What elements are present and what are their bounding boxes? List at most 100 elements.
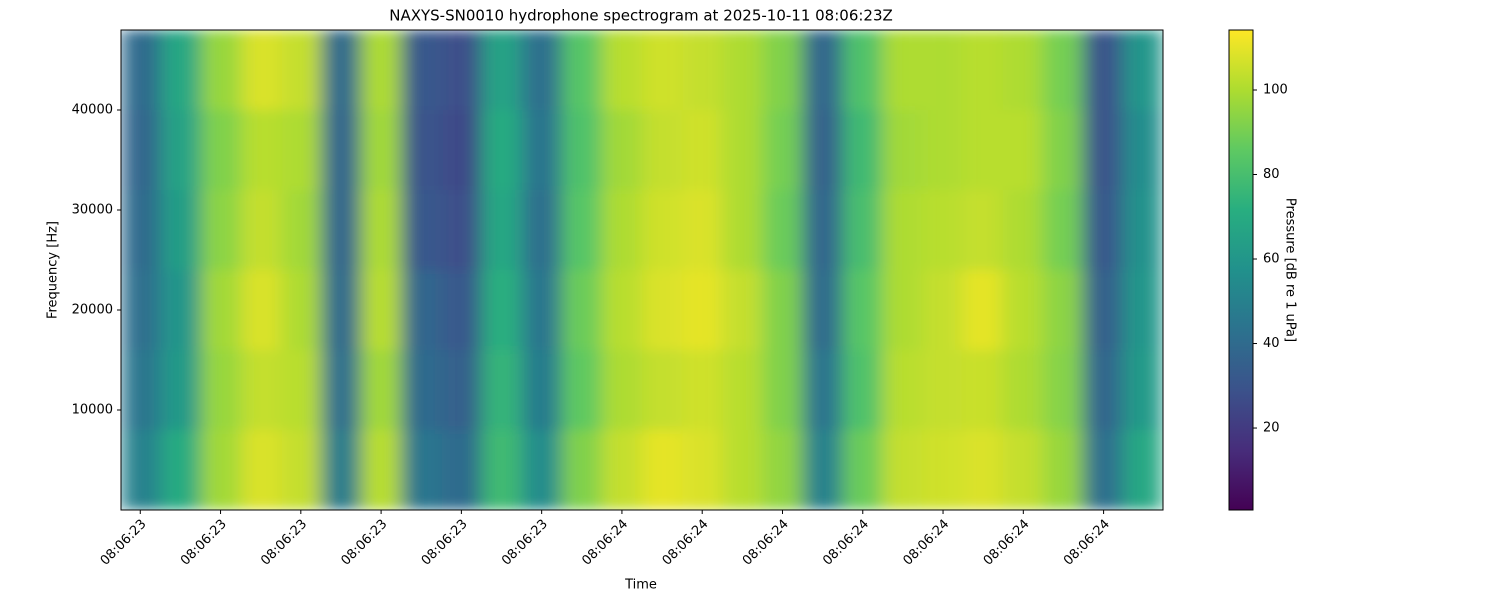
cell <box>201 430 242 510</box>
cell <box>882 30 923 110</box>
cell <box>401 30 442 110</box>
cell <box>281 270 322 350</box>
cell <box>201 270 242 350</box>
cell <box>121 30 162 110</box>
cell <box>441 350 482 430</box>
cell <box>161 270 202 350</box>
cell <box>241 190 282 270</box>
cell <box>121 190 162 270</box>
cell <box>441 190 482 270</box>
cell <box>762 430 803 510</box>
x-tick-label: 08:06:24 <box>900 517 952 569</box>
cell <box>1002 190 1043 270</box>
cell <box>361 430 402 510</box>
cell <box>842 110 883 190</box>
cell <box>802 350 843 430</box>
cell <box>481 190 522 270</box>
cell <box>401 350 442 430</box>
cell <box>161 350 202 430</box>
cell <box>682 430 723 510</box>
cell <box>762 270 803 350</box>
cell <box>802 190 843 270</box>
cell <box>682 270 723 350</box>
colorbar-tick-label: 40 <box>1263 336 1280 351</box>
cell <box>1042 430 1083 510</box>
cell <box>1002 350 1043 430</box>
cell <box>642 190 683 270</box>
cell <box>962 190 1003 270</box>
cell <box>762 110 803 190</box>
cell <box>281 350 322 430</box>
cell <box>922 110 963 190</box>
cell <box>361 190 402 270</box>
cell <box>922 30 963 110</box>
cell <box>642 350 683 430</box>
cell <box>521 270 562 350</box>
cell <box>1082 110 1123 190</box>
cell <box>1002 430 1043 510</box>
cell <box>601 430 642 510</box>
cell <box>842 350 883 430</box>
cell <box>281 110 322 190</box>
cell <box>722 190 763 270</box>
cell <box>321 190 362 270</box>
cell <box>722 30 763 110</box>
cell <box>802 30 843 110</box>
cell <box>802 110 843 190</box>
colorbar-tick-label: 100 <box>1263 83 1288 98</box>
cell <box>321 430 362 510</box>
cell <box>601 110 642 190</box>
heatmap-cells <box>121 30 1163 510</box>
cell <box>321 110 362 190</box>
cell <box>321 30 362 110</box>
cell <box>1082 270 1123 350</box>
cell <box>1122 350 1163 430</box>
cell <box>1082 430 1123 510</box>
x-tick-label: 08:06:24 <box>1061 517 1113 569</box>
cell <box>361 110 402 190</box>
cell <box>1122 430 1163 510</box>
cell <box>642 270 683 350</box>
x-tick-label: 08:06:24 <box>579 517 631 569</box>
cell <box>722 270 763 350</box>
cell <box>561 270 602 350</box>
cell <box>241 30 282 110</box>
plot-frame <box>120 29 1164 511</box>
cell <box>962 430 1003 510</box>
x-tick-label: 08:06:24 <box>660 517 712 569</box>
cell <box>321 350 362 430</box>
cell <box>1122 110 1163 190</box>
cell <box>481 270 522 350</box>
cell <box>1002 30 1043 110</box>
cell <box>401 430 442 510</box>
cell <box>161 430 202 510</box>
x-tick-label: 08:06:23 <box>339 517 391 569</box>
cell <box>922 430 963 510</box>
cell <box>1042 270 1083 350</box>
cell <box>121 110 162 190</box>
cell <box>842 30 883 110</box>
cell <box>642 110 683 190</box>
cell <box>241 270 282 350</box>
cell <box>1002 110 1043 190</box>
x-tick-label: 08:06:23 <box>178 517 230 569</box>
cell <box>1122 270 1163 350</box>
cell <box>161 30 202 110</box>
colorbar <box>1228 29 1254 511</box>
cell <box>962 270 1003 350</box>
cell <box>962 350 1003 430</box>
cell <box>561 430 602 510</box>
cell <box>441 270 482 350</box>
cell <box>401 270 442 350</box>
cell <box>401 190 442 270</box>
colorbar-tick-label: 20 <box>1263 421 1280 436</box>
cell <box>1082 350 1123 430</box>
cell <box>722 350 763 430</box>
y-tick-label: 20000 <box>72 303 113 318</box>
cell <box>802 270 843 350</box>
heatmap <box>121 30 1163 510</box>
cell <box>201 110 242 190</box>
cell <box>922 190 963 270</box>
cell <box>481 430 522 510</box>
